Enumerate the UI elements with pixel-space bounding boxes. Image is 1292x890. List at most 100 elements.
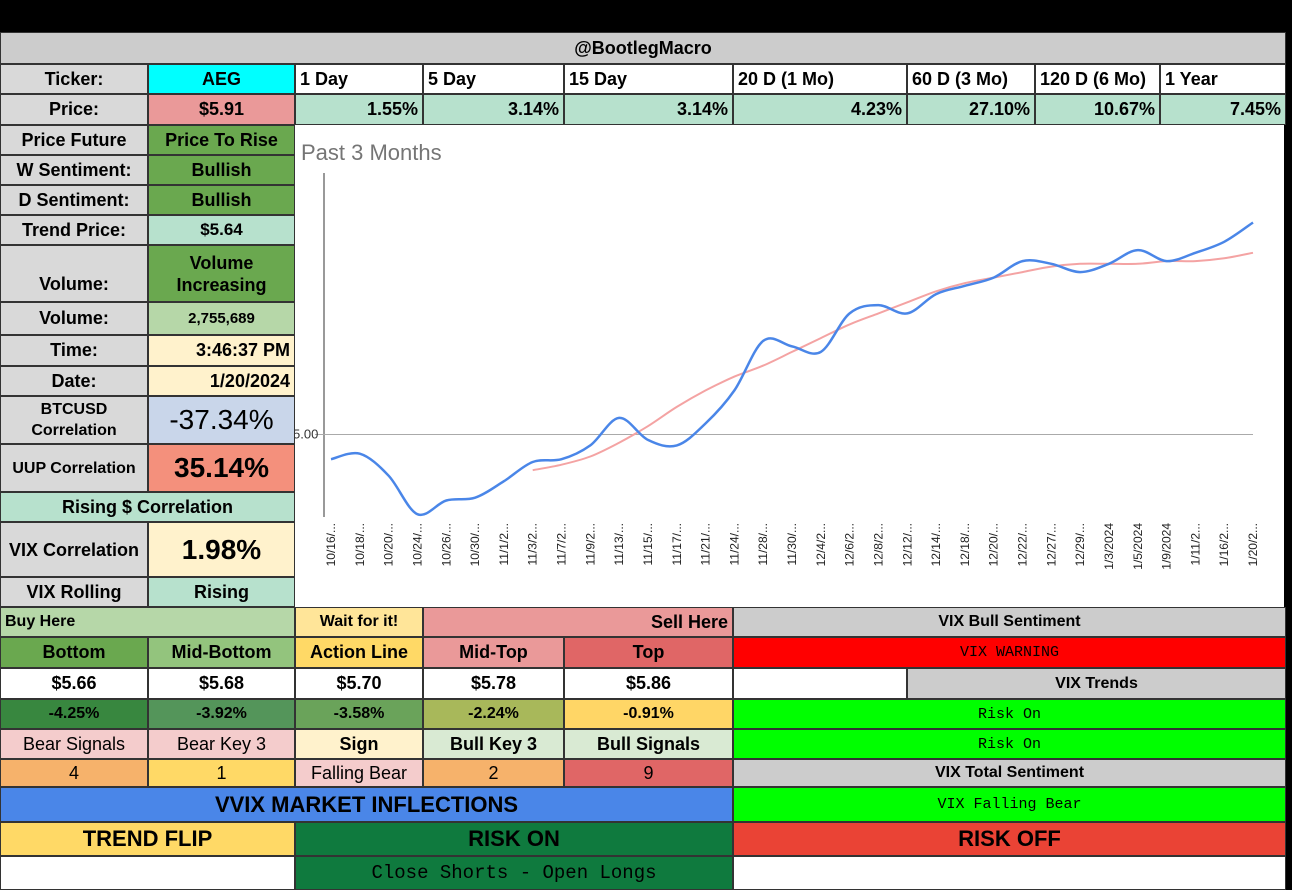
x-tick-label: 10/16/... bbox=[324, 523, 338, 566]
ticker-value[interactable]: AEG bbox=[148, 64, 295, 94]
price-label: Price: bbox=[0, 94, 148, 125]
x-tick-label: 11/7/2... bbox=[555, 523, 569, 565]
vix-total-sentiment-label: VIX Total Sentiment bbox=[733, 759, 1286, 787]
trend-flip-label: TREND FLIP bbox=[0, 822, 295, 856]
vix-trends-label: VIX Trends bbox=[907, 668, 1286, 699]
header-top: Top bbox=[564, 637, 733, 668]
trend-line bbox=[532, 251, 1254, 472]
x-tick-label: 12/18/... bbox=[958, 523, 972, 566]
price-chart: Past 3 Months 5.00 10/16/... 10/18/... 10/… bbox=[295, 125, 1284, 607]
vix-corr-label: VIX Correlation bbox=[0, 522, 148, 577]
buy-here-label: Buy Here bbox=[0, 607, 295, 637]
x-tick-label: 11/21/... bbox=[699, 523, 713, 565]
volume-trend-label: Volume: bbox=[0, 245, 148, 302]
value-bear-signals: 4 bbox=[0, 759, 148, 787]
d-sentiment-value: Bullish bbox=[148, 185, 295, 215]
vix-rolling-label: VIX Rolling bbox=[0, 577, 148, 607]
vix-falling-bear: VIX Falling Bear bbox=[733, 787, 1286, 822]
uup-corr-value: 35.14% bbox=[148, 444, 295, 492]
x-tick-label: 11/24/... bbox=[727, 523, 741, 565]
period-20d: 20 D (1 Mo) bbox=[733, 64, 907, 94]
rising-corr-label: Rising $ Correlation bbox=[0, 492, 295, 522]
price-line bbox=[330, 221, 1254, 517]
x-tick-label: 12/29/... bbox=[1073, 523, 1087, 566]
vix-blank-cell bbox=[733, 668, 907, 699]
pct-top: -0.91% bbox=[564, 699, 733, 729]
x-tick-label: 1/16/2... bbox=[1217, 523, 1231, 566]
x-tick-label: 1/5/2024 bbox=[1131, 523, 1145, 570]
pct-mid-top: -2.24% bbox=[423, 699, 564, 729]
vix-rolling-value: Rising bbox=[148, 577, 295, 607]
wait-label: Wait for it! bbox=[295, 607, 423, 637]
vix-risk-on-1: Risk On bbox=[733, 699, 1286, 729]
period-1y: 1 Year bbox=[1160, 64, 1286, 94]
price-future-value: Price To Rise bbox=[148, 125, 295, 155]
header-mid-top: Mid-Top bbox=[423, 637, 564, 668]
close-shorts-open-longs: Close Shorts - Open Longs bbox=[295, 856, 733, 890]
price-future-label: Price Future bbox=[0, 125, 148, 155]
x-tick-label: 1/20/2... bbox=[1246, 523, 1260, 566]
sell-here-label: Sell Here bbox=[423, 607, 733, 637]
pct-bottom: -4.25% bbox=[0, 699, 148, 729]
risk-off-detail bbox=[733, 856, 1286, 890]
period-15d: 15 Day bbox=[564, 64, 733, 94]
x-tick-label: 11/30/... bbox=[785, 523, 799, 565]
x-tick-label: 11/28/... bbox=[756, 523, 770, 565]
x-tick-label: 1/11/2... bbox=[1188, 523, 1202, 565]
pct-action-line: -3.58% bbox=[295, 699, 423, 729]
header-bear-key3: Bear Key 3 bbox=[148, 729, 295, 759]
return-20d: 4.23% bbox=[733, 94, 907, 125]
risk-on-label: RISK ON bbox=[295, 822, 733, 856]
vix-bull-sentiment-label: VIX Bull Sentiment bbox=[733, 607, 1286, 637]
return-120d: 10.67% bbox=[1035, 94, 1160, 125]
x-tick-label: 10/26/... bbox=[439, 523, 453, 566]
header-action-line: Action Line bbox=[295, 637, 423, 668]
x-tick-label: 12/4/2... bbox=[814, 523, 828, 566]
pct-mid-bottom: -3.92% bbox=[148, 699, 295, 729]
value-bear-key3: 1 bbox=[148, 759, 295, 787]
x-tick-label: 12/12/... bbox=[900, 523, 914, 566]
time-value: 3:46:37 PM bbox=[148, 335, 295, 366]
date-label: Date: bbox=[0, 366, 148, 396]
volume-value: 2,755,689 bbox=[148, 302, 295, 335]
value-bull-key3: 2 bbox=[423, 759, 564, 787]
x-tick-label: 11/17/... bbox=[670, 523, 684, 565]
time-label: Time: bbox=[0, 335, 148, 366]
header-sign: Sign bbox=[295, 729, 423, 759]
volume-trend-value: Volume Increasing bbox=[148, 245, 295, 302]
ticker-label: Ticker: bbox=[0, 64, 148, 94]
x-tick-label: 12/27/... bbox=[1044, 523, 1058, 566]
return-1d: 1.55% bbox=[295, 94, 423, 125]
value-bull-signals: 9 bbox=[564, 759, 733, 787]
x-tick-label: 11/1/2... bbox=[497, 523, 511, 565]
value-sign: Falling Bear bbox=[295, 759, 423, 787]
x-tick-label: 12/6/2... bbox=[843, 523, 857, 566]
x-tick-label: 11/13/... bbox=[612, 523, 626, 565]
x-tick-label: 12/20/... bbox=[987, 523, 1001, 566]
x-tick-label: 12/22/... bbox=[1016, 523, 1030, 566]
x-tick-label: 11/15/... bbox=[641, 523, 655, 565]
period-1d: 1 Day bbox=[295, 64, 423, 94]
vvix-market-inflections: VVIX MARKET INFLECTIONS bbox=[0, 787, 733, 822]
header-bull-signals: Bull Signals bbox=[564, 729, 733, 759]
price-mid-bottom: $5.68 bbox=[148, 668, 295, 699]
w-sentiment-value: Bullish bbox=[148, 155, 295, 185]
header-bear-signals: Bear Signals bbox=[0, 729, 148, 759]
vix-risk-on-2: Risk On bbox=[733, 729, 1286, 759]
x-tick-label: 11/9/2... bbox=[583, 523, 597, 565]
x-tick-label: 10/18/... bbox=[353, 523, 367, 566]
btc-corr-label: BTCUSD Correlation bbox=[0, 396, 148, 444]
x-tick-label: 10/20/... bbox=[382, 523, 396, 566]
return-15d: 3.14% bbox=[564, 94, 733, 125]
btc-corr-value: -37.34% bbox=[148, 396, 295, 444]
x-tick-label: 11/3/2... bbox=[526, 523, 540, 565]
volume-label: Volume: bbox=[0, 302, 148, 335]
trend-price-value: $5.64 bbox=[148, 215, 295, 245]
price-action-line: $5.70 bbox=[295, 668, 423, 699]
period-120d: 120 D (6 Mo) bbox=[1035, 64, 1160, 94]
trend-flip-detail bbox=[0, 856, 295, 890]
header-bull-key3: Bull Key 3 bbox=[423, 729, 564, 759]
header-bottom: Bottom bbox=[0, 637, 148, 668]
vix-corr-value: 1.98% bbox=[148, 522, 295, 577]
uup-corr-label: UUP Correlation bbox=[0, 444, 148, 492]
